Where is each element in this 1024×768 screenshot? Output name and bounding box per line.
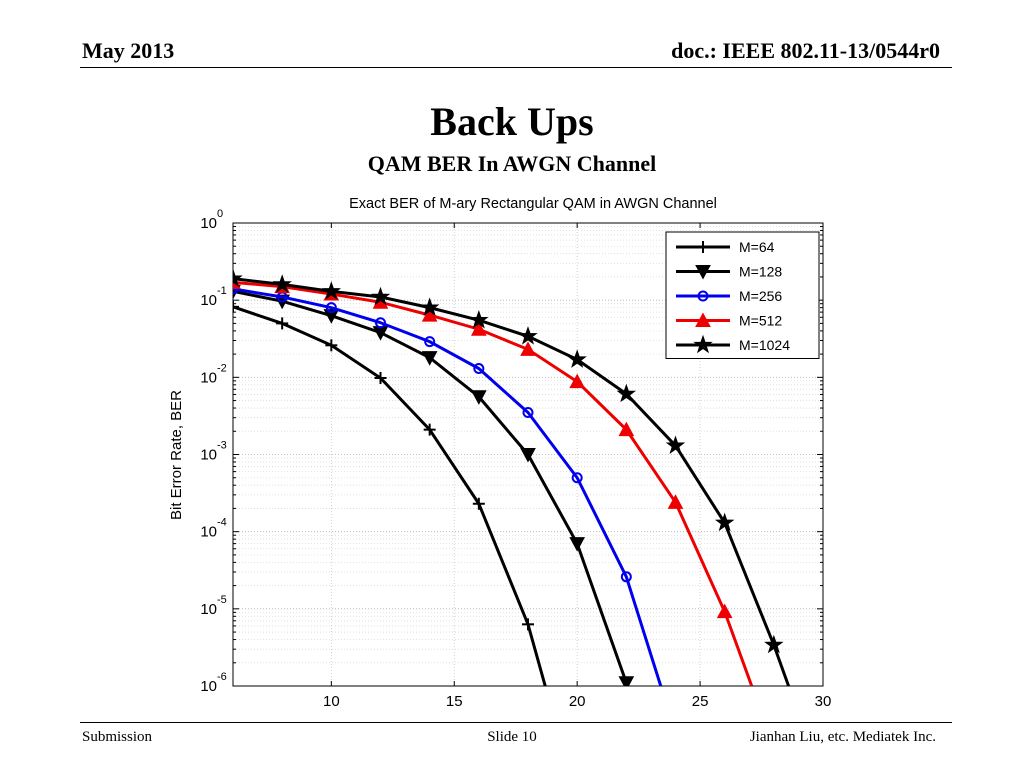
data-point <box>233 268 243 287</box>
series-line <box>233 287 663 686</box>
data-point <box>321 281 342 300</box>
legend: M=64 M=128 M=256 M=512 M=1024 <box>665 231 820 359</box>
data-point <box>325 302 337 314</box>
footer-authors: Jianhan Liu, etc. Mediatek Inc. <box>749 729 936 745</box>
data-point <box>276 317 289 330</box>
data-point <box>233 300 239 313</box>
data-point <box>520 341 536 356</box>
header-doc-id: doc.: IEEE 802.11-13/0544r0 <box>671 38 940 63</box>
data-point <box>375 317 386 329</box>
data-point <box>520 448 536 463</box>
data-point <box>323 309 340 324</box>
data-point <box>424 336 436 348</box>
y-tick-label: 10 <box>200 215 217 232</box>
legend-label: M=512 <box>739 313 782 329</box>
data-point <box>522 618 534 631</box>
legend-entry: M=1024 <box>676 334 790 354</box>
slide-title: Back Ups <box>430 99 594 144</box>
legend-marker <box>695 265 711 280</box>
data-point <box>272 274 292 293</box>
data-point <box>764 634 784 654</box>
data-point <box>325 339 338 352</box>
legend-label: M=1024 <box>739 337 790 353</box>
y-tick-label: 10 <box>200 369 217 386</box>
data-point <box>469 309 489 329</box>
data-point <box>714 512 735 532</box>
footer-slide-number: Slide 10 <box>487 729 537 745</box>
y-tick-label: 10 <box>200 447 217 464</box>
y-tick-exponent: -4 <box>217 517 227 529</box>
data-point <box>620 571 632 583</box>
legend-marker <box>697 241 709 253</box>
x-tick-label: 15 <box>446 693 463 710</box>
chart-title: Exact BER of M-ary Rectangular QAM in AW… <box>349 196 717 212</box>
x-tick-label: 20 <box>569 693 586 710</box>
header-date: May 2013 <box>82 38 175 63</box>
x-tick-label: 30 <box>815 693 832 710</box>
data-point <box>518 326 538 345</box>
legend-entry: M=128 <box>676 264 782 280</box>
y-tick-exponent: -6 <box>217 671 227 683</box>
series-m-128 <box>233 284 635 686</box>
y-tick-exponent: 0 <box>217 208 223 220</box>
legend-label: M=256 <box>739 288 782 304</box>
data-point <box>370 286 391 306</box>
y-tick-label: 10 <box>200 292 217 309</box>
series-m-1024 <box>233 268 790 686</box>
data-point <box>616 383 637 403</box>
legend-marker <box>695 312 711 327</box>
axis-ticks <box>233 223 824 687</box>
footer-submission: Submission <box>82 729 153 745</box>
data-point <box>374 372 387 385</box>
data-point <box>665 435 686 454</box>
data-point <box>372 326 389 341</box>
y-tick-label: 10 <box>200 524 217 541</box>
data-point <box>421 307 438 322</box>
footer-divider <box>80 722 952 723</box>
legend-label: M=64 <box>739 239 775 255</box>
series-group <box>233 268 790 686</box>
x-tick-label: 25 <box>692 693 709 710</box>
y-tick-exponent: -1 <box>217 285 227 297</box>
slide-subtitle: QAM BER In AWGN Channel <box>367 151 657 176</box>
data-point <box>618 676 635 686</box>
data-point <box>716 603 733 619</box>
x-tick-label: 10 <box>323 693 340 710</box>
data-point <box>470 390 487 405</box>
data-point <box>472 497 485 510</box>
data-point <box>421 351 438 366</box>
series-line <box>233 289 628 684</box>
legend-label: M=128 <box>739 264 782 280</box>
series-line <box>233 280 754 686</box>
series-line <box>233 305 547 686</box>
data-point <box>667 494 684 509</box>
legend-marker <box>693 334 713 354</box>
series-m-64 <box>233 300 547 686</box>
data-point <box>470 321 487 336</box>
data-point <box>233 283 239 295</box>
header-divider <box>80 67 952 68</box>
y-axis-label: Bit Error Rate, BER <box>168 390 185 520</box>
data-point <box>473 363 485 375</box>
y-tick-exponent: -2 <box>217 362 227 374</box>
data-point <box>571 472 583 484</box>
y-tick-label: 10 <box>200 601 217 618</box>
legend-entry: M=256 <box>676 288 782 304</box>
y-tick-exponent: -5 <box>217 594 227 606</box>
data-point <box>423 423 436 436</box>
legend-marker <box>697 290 709 302</box>
y-tick-label: 10 <box>200 678 217 695</box>
data-point <box>522 407 534 419</box>
legend-entry: M=512 <box>676 312 782 329</box>
data-point <box>569 537 586 552</box>
data-point <box>567 349 587 368</box>
data-point <box>618 421 635 437</box>
data-point <box>569 373 586 389</box>
legend-entry: M=64 <box>676 239 775 255</box>
y-tick-exponent: -3 <box>217 440 227 452</box>
data-point <box>419 297 440 316</box>
x-tick-labels: 10 15 20 25 30 <box>323 693 831 710</box>
